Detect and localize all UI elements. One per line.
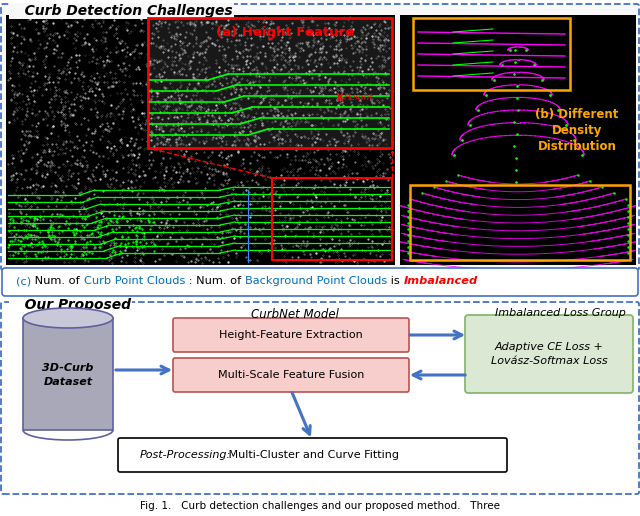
Text: Imbalanced: Imbalanced: [403, 276, 477, 286]
FancyBboxPatch shape: [1, 302, 639, 494]
Bar: [148, 18, 392, 148]
Text: Adaptive CE Loss +
Lovász-Softmax Loss: Adaptive CE Loss + Lovász-Softmax Loss: [491, 342, 607, 366]
Text: Num. of: Num. of: [31, 276, 83, 286]
Text: Background Point Clouds: Background Point Clouds: [244, 276, 387, 286]
Text: Curb Detection Challenges: Curb Detection Challenges: [10, 4, 232, 18]
Text: Multi-Cluster and Curve Fitting: Multi-Cluster and Curve Fitting: [225, 450, 399, 460]
Text: Fig. 1.   Curb detection challenges and our proposed method.   Three: Fig. 1. Curb detection challenges and ou…: [140, 501, 500, 511]
Text: Height: Height: [344, 92, 374, 102]
Text: CurbNet Model: CurbNet Model: [251, 308, 339, 321]
Text: Our Proposed: Our Proposed: [10, 298, 131, 312]
FancyBboxPatch shape: [2, 268, 638, 296]
Bar: [23, 318, 113, 430]
Bar: [272, 178, 392, 260]
Text: Height-Feature Extraction: Height-Feature Extraction: [219, 330, 363, 340]
Text: Imbalanced Loss Group: Imbalanced Loss Group: [495, 308, 625, 318]
Text: 3D-Curb
Dataset: 3D-Curb Dataset: [42, 363, 93, 386]
Text: (a) Height Feature: (a) Height Feature: [216, 26, 354, 39]
Text: (b) Different
Density
Distribution: (b) Different Density Distribution: [535, 108, 619, 153]
Text: is: is: [387, 276, 403, 286]
Bar: [6, 15, 395, 265]
Text: ····: ····: [14, 3, 29, 13]
Text: (c): (c): [16, 276, 31, 286]
FancyBboxPatch shape: [173, 318, 409, 352]
FancyBboxPatch shape: [1, 4, 639, 270]
FancyBboxPatch shape: [173, 358, 409, 392]
Bar: [413, 18, 570, 90]
Text: : Num. of: : Num. of: [185, 276, 244, 286]
FancyBboxPatch shape: [465, 315, 633, 393]
Text: Multi-Scale Feature Fusion: Multi-Scale Feature Fusion: [218, 370, 364, 380]
Bar: [400, 15, 636, 265]
Bar: [410, 185, 630, 260]
Text: Post-Processing:: Post-Processing:: [140, 450, 231, 460]
FancyBboxPatch shape: [118, 438, 507, 472]
Text: Curb Point Clouds: Curb Point Clouds: [83, 276, 185, 286]
Ellipse shape: [23, 308, 113, 328]
